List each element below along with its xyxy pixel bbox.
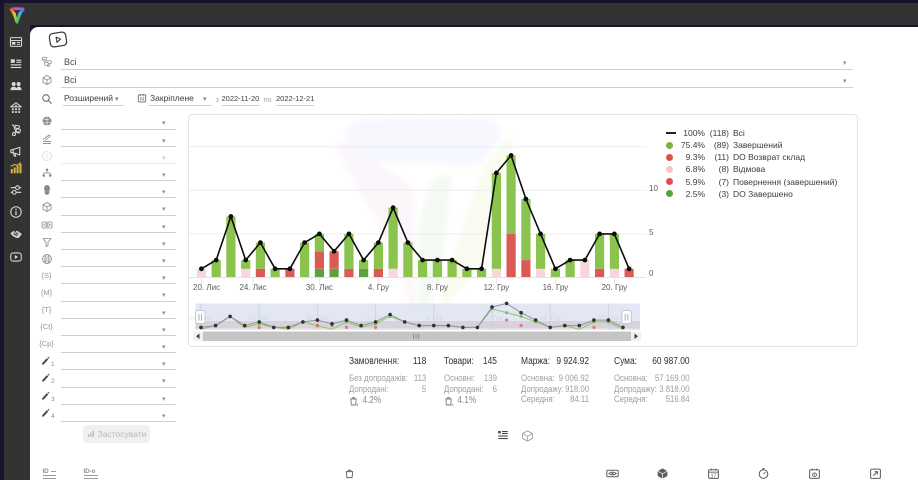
svg-text:20. Гру: 20. Гру (602, 283, 628, 292)
svg-text:5: 5 (649, 228, 654, 237)
svg-text:12. Гру: 12. Гру (484, 283, 510, 292)
svg-text:4. Гру: 4. Гру (368, 283, 389, 292)
svg-text:20. Лис: 20. Лис (193, 283, 220, 292)
svg-text:x: x (451, 403, 454, 407)
svg-text:?: ? (45, 154, 49, 160)
svg-text:24. Лис: 24. Лис (239, 283, 266, 292)
svg-text:10: 10 (649, 184, 658, 193)
svg-text:16. Гру: 16. Гру (543, 283, 569, 292)
svg-text:30. Лис: 30. Лис (306, 283, 333, 292)
svg-text:8. Гру: 8. Гру (427, 283, 448, 292)
svg-text:17: 17 (710, 473, 716, 479)
svg-text:0: 0 (649, 269, 654, 278)
svg-text:x: x (356, 403, 359, 407)
